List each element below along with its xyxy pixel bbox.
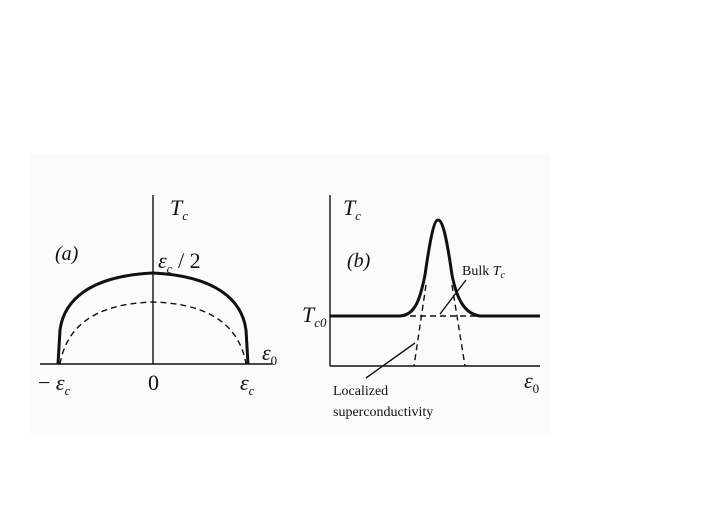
tc-curve	[330, 218, 540, 318]
dashed-slope	[451, 284, 466, 367]
top-label: εc / 2	[158, 248, 201, 276]
symbol: T	[302, 302, 316, 327]
dashed-curve	[59, 301, 247, 365]
y-axis-label: Tc	[343, 195, 361, 223]
pointer	[365, 342, 416, 379]
panel-label: (b)	[347, 250, 371, 272]
pointer	[439, 279, 467, 315]
panel-a: Tc (a) εc / 2 ε0 − εc 0 εc	[38, 195, 277, 398]
level-label: Tc0	[302, 302, 327, 330]
panel-b: Tc (b) Bulk Tc Tc0 Localized superconduc…	[302, 195, 540, 420]
symbol: ε	[56, 370, 65, 395]
subscript: 0	[271, 353, 278, 368]
suffix: / 2	[172, 248, 200, 273]
solid-curve	[56, 271, 250, 365]
panel-label: (a)	[55, 243, 79, 265]
symbol: T	[343, 195, 357, 220]
subscript: c	[182, 208, 188, 223]
symbol: ε	[240, 370, 249, 395]
prefix: Bulk	[462, 264, 493, 279]
subscript: c	[167, 261, 173, 276]
figure-background	[30, 155, 550, 435]
symbol: 0	[148, 370, 159, 395]
symbol: T	[493, 264, 502, 279]
x-axis-label: ε0	[524, 368, 539, 396]
subscript: c	[355, 208, 361, 223]
subscript: c	[249, 383, 255, 398]
subscript: c	[501, 270, 506, 281]
tick-label: − εc	[38, 370, 71, 398]
tick-label: εc	[240, 370, 255, 398]
symbol: ε	[158, 248, 167, 273]
symbol: ε	[262, 340, 271, 365]
dashed-slope	[413, 284, 427, 367]
subscript: c	[65, 383, 71, 398]
tick-label: 0	[148, 370, 159, 395]
annotation: Localized	[333, 384, 388, 399]
annotation: superconductivity	[333, 405, 433, 420]
x-axis-label: ε0	[262, 340, 277, 368]
subscript: 0	[533, 381, 540, 396]
bulk-label: Bulk Tc	[462, 264, 506, 281]
prefix: −	[38, 370, 56, 395]
subscript: c0	[314, 315, 327, 330]
symbol: ε	[524, 368, 533, 393]
y-axis-label: Tc	[170, 195, 188, 223]
symbol: T	[170, 195, 184, 220]
